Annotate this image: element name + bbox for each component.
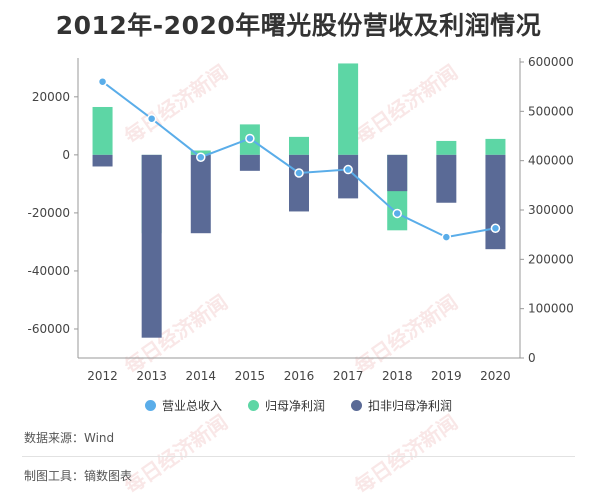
right-tick-label: 600000 — [528, 55, 574, 69]
bars-layer — [92, 63, 506, 338]
x-tick-label: 2017 — [333, 369, 364, 383]
revenue-point[interactable] — [294, 168, 304, 178]
legend-label-revenue: 营业总收入 — [161, 399, 222, 413]
legend-item-revenue[interactable]: 营业总收入 — [144, 397, 222, 414]
legend-item-net-profit[interactable]: 归母净利润 — [247, 397, 325, 414]
adjusted-profit-bar[interactable] — [485, 154, 506, 250]
legend-dot-adjusted-profit — [351, 400, 362, 411]
x-tick-label: 2012 — [87, 369, 118, 383]
watermark-text: 每日经济新闻 — [120, 60, 232, 148]
footer-divider — [22, 456, 575, 457]
net-profit-bar[interactable] — [485, 138, 506, 155]
right-tick-label: 0 — [528, 351, 536, 365]
revenue-point[interactable] — [343, 164, 353, 175]
adjusted-profit-bar[interactable] — [141, 154, 162, 338]
revenue-point[interactable] — [97, 76, 108, 87]
watermark-text: 每日经济新闻 — [350, 410, 462, 497]
revenue-point[interactable] — [441, 232, 452, 242]
left-tick-label: 0 — [62, 148, 70, 162]
revenue-point[interactable] — [392, 208, 402, 219]
left-tick-label: 20000 — [32, 90, 70, 104]
revenue-point[interactable] — [196, 152, 206, 162]
left-tick-label: -40000 — [27, 264, 70, 278]
revenue-point[interactable] — [146, 113, 157, 124]
legend-dot-net-profit — [247, 400, 259, 411]
watermark-text: 每日经济新闻 — [350, 60, 462, 148]
data-source-note: 数据来源：Wind — [24, 431, 115, 445]
axes-layer: 200000-20000-40000-600006000005000004000… — [27, 55, 573, 383]
right-tick-label: 500000 — [528, 104, 574, 118]
legend-label-net-profit: 归母净利润 — [264, 399, 325, 413]
right-tick-label: 200000 — [528, 252, 574, 266]
right-tick-label: 300000 — [528, 203, 574, 217]
right-tick-label: 100000 — [528, 302, 574, 316]
x-tick-label: 2015 — [235, 369, 266, 383]
adjusted-profit-bar[interactable] — [387, 154, 408, 192]
net-profit-bar[interactable] — [436, 140, 457, 155]
x-tick-label: 2018 — [382, 369, 413, 383]
watermark-text: 每日经济新闻 — [120, 410, 232, 497]
left-tick-label: -20000 — [27, 206, 70, 220]
adjusted-profit-bar[interactable] — [338, 154, 359, 199]
adjusted-profit-bar[interactable] — [92, 154, 113, 167]
revenue-point[interactable] — [245, 133, 255, 144]
adjusted-profit-bar[interactable] — [436, 154, 457, 203]
x-tick-label: 2014 — [186, 369, 217, 383]
tool-note: 制图工具：镝数图表 — [24, 469, 133, 483]
net-profit-bar[interactable] — [289, 136, 309, 155]
legend-item-adjusted-profit[interactable]: 扣非归母净利润 — [351, 397, 452, 414]
net-profit-bar[interactable] — [92, 106, 113, 155]
x-tick-label: 2013 — [136, 369, 167, 383]
legend-dot-revenue — [144, 400, 156, 411]
watermark-text: 每日经济新闻 — [350, 290, 462, 378]
legend-label-adjusted-profit: 扣非归母净利润 — [368, 399, 453, 413]
left-tick-label: -60000 — [27, 322, 70, 336]
x-tick-label: 2016 — [284, 369, 315, 383]
x-tick-label: 2020 — [480, 369, 511, 383]
watermark-text: 每日经济新闻 — [120, 290, 232, 378]
revenue-point[interactable] — [490, 223, 501, 234]
chart-legend: 营业总收入 归母净利润 扣非归母净利润 — [0, 397, 597, 414]
adjusted-profit-bar[interactable] — [239, 154, 260, 171]
adjusted-profit-bar[interactable] — [190, 154, 211, 234]
line-layer — [97, 76, 501, 242]
adjusted-profit-bar[interactable] — [289, 154, 309, 212]
right-tick-label: 400000 — [528, 154, 574, 168]
chart-title: 2012年-2020年曙光股份营收及利润情况 — [55, 11, 542, 40]
x-tick-label: 2019 — [431, 369, 462, 383]
net-profit-bar[interactable] — [338, 63, 359, 155]
